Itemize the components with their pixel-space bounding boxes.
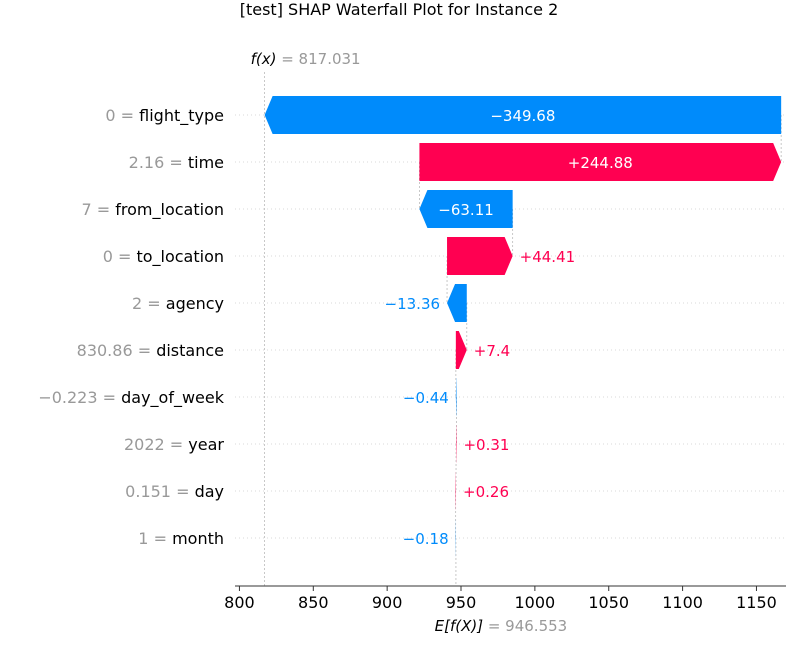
waterfall-bar-time <box>419 143 782 181</box>
feature-label: 1 = month <box>138 529 224 548</box>
waterfall-bar-agency <box>447 284 467 322</box>
x-tick-label: 800 <box>224 593 255 612</box>
fx-annotation: f(x) = 817.031 <box>251 50 361 68</box>
waterfall-bar-from-location <box>419 190 513 228</box>
feature-label: 0 = flight_type <box>105 106 224 126</box>
feature-label: −0.223 = day_of_week <box>38 388 224 408</box>
waterfall-bar-flight-type <box>264 96 782 134</box>
waterfall-bar-day-of-week <box>455 378 457 416</box>
shap-value-label: −349.68 <box>490 107 555 125</box>
shap-value-label: +0.31 <box>463 436 509 454</box>
x-tick-label: 1050 <box>588 593 629 612</box>
shap-value-label: −63.11 <box>438 201 494 219</box>
shap-value-label: −13.36 <box>385 295 441 313</box>
shap-value-label: +0.26 <box>463 483 509 501</box>
feature-label: 7 = from_location <box>82 200 224 220</box>
bars-layer <box>264 96 782 557</box>
x-tick-label: 850 <box>298 593 329 612</box>
x-tick-label: 900 <box>372 593 403 612</box>
feature-label: 2 = agency <box>132 294 224 313</box>
ex-annotation: E[f(X)] = 946.553 <box>435 617 568 635</box>
feature-label: 2.16 = time <box>129 153 224 172</box>
shap-value-label: −0.18 <box>403 530 449 548</box>
feature-label: 830.86 = distance <box>77 341 224 360</box>
x-tick-label: 950 <box>446 593 477 612</box>
shap-value-label: +7.4 <box>474 342 510 360</box>
waterfall-bar-to-location <box>447 237 513 275</box>
x-axis: 800 850 900 950 1000 1050 1100 1150 E[f(X)] = 94… <box>224 585 786 635</box>
x-tick-label: 1100 <box>662 593 703 612</box>
x-tick-label: 1000 <box>515 593 556 612</box>
waterfall-bar-distance <box>455 331 467 369</box>
feature-label: 2022 = year <box>124 435 224 454</box>
shap-value-label: +244.88 <box>568 154 633 172</box>
shap-value-label: +44.41 <box>520 248 576 266</box>
feature-label: 0.151 = day <box>125 482 224 501</box>
shap-value-label: −0.44 <box>403 389 449 407</box>
chart-title: [test] SHAP Waterfall Plot for Instance … <box>240 0 559 19</box>
x-tick-label: 1150 <box>736 593 777 612</box>
labels-layer: −349.68 0 = flight_type +244.88 2.16 = time… <box>38 50 633 548</box>
feature-label: 0 = to_location <box>103 247 224 267</box>
